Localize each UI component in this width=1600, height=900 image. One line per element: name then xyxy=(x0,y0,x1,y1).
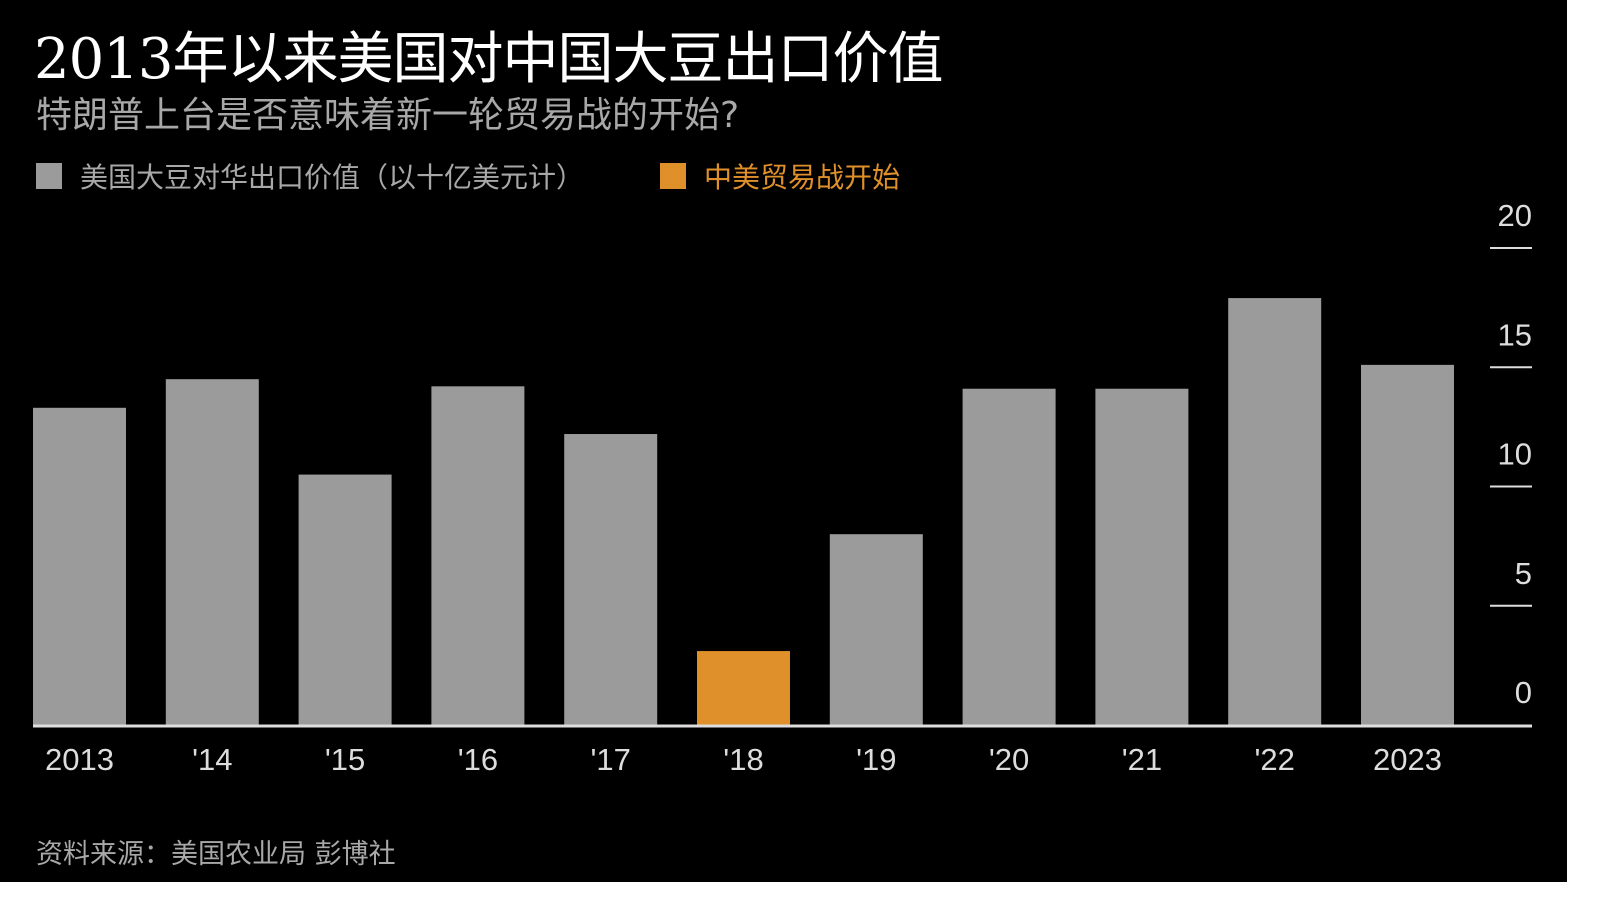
x-tick-label: '21 xyxy=(1122,742,1162,777)
bar-15 xyxy=(298,474,392,725)
x-tick-label: 2013 xyxy=(45,742,114,777)
chart-title: 2013年以来美国对中国大豆出口价值 xyxy=(34,27,944,92)
bar-20 xyxy=(962,388,1056,725)
x-tick-label: '15 xyxy=(325,742,365,777)
legend-item-trade-war: 中美贸易战开始 xyxy=(660,156,900,196)
bar-16 xyxy=(431,386,525,725)
y-tick-label: 10 xyxy=(1498,437,1532,472)
x-tick-label: '19 xyxy=(856,742,896,777)
legend-swatch-orange xyxy=(660,163,686,189)
legend-item-exports: 美国大豆对华出口价值（以十亿美元计） xyxy=(36,156,584,196)
x-tick-label: '22 xyxy=(1254,742,1294,777)
bar-2023 xyxy=(1361,364,1454,725)
x-tick-label: '16 xyxy=(458,742,498,777)
bar-21 xyxy=(1095,388,1189,725)
y-tick-label: 5 xyxy=(1515,556,1532,591)
chart-canvas: 2013年以来美国对中国大豆出口价值 特朗普上台是否意味着新一轮贸易战的开始? … xyxy=(0,0,1567,882)
legend-swatch-gray xyxy=(36,163,62,189)
bar-plot: 2013 '14 '15 '16 '17 '18 '19 '20 '21 '22 2023 0 5 10 1… xyxy=(33,198,1532,777)
y-tick-label: 15 xyxy=(1498,317,1532,352)
bar-22 xyxy=(1228,298,1322,725)
bar-17 xyxy=(564,434,658,725)
bar-2013 xyxy=(33,407,126,725)
y-tick-label: 20 xyxy=(1498,198,1532,233)
x-tick-label: '14 xyxy=(192,742,232,777)
chart-subtitle: 特朗普上台是否意味着新一轮贸易战的开始? xyxy=(36,95,740,136)
legend-label: 美国大豆对华出口价值（以十亿美元计） xyxy=(80,161,585,194)
x-tick-label: '20 xyxy=(989,742,1029,777)
bar-19 xyxy=(829,534,923,725)
bar-14 xyxy=(165,379,259,725)
x-tick-label: '17 xyxy=(590,742,630,777)
x-tick-label: '18 xyxy=(723,742,763,777)
source-note: 资料来源：美国农业局 彭博社 xyxy=(36,839,396,870)
legend-label: 中美贸易战开始 xyxy=(704,161,901,194)
x-tick-label: 2023 xyxy=(1373,742,1442,777)
y-tick-label: 0 xyxy=(1515,675,1532,710)
bar-18 xyxy=(697,651,790,725)
